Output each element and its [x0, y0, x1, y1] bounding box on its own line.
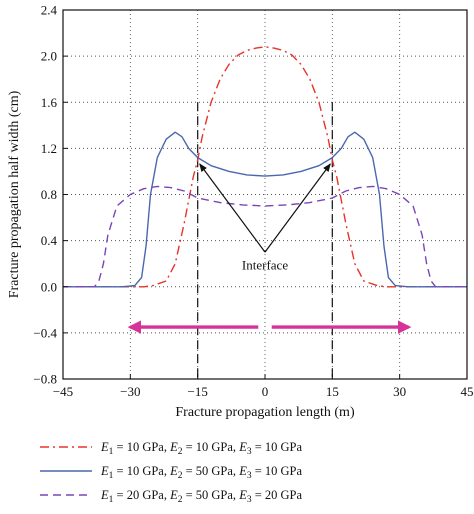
x-tick-label: 15	[326, 384, 339, 399]
y-tick-label: −0.4	[33, 325, 57, 340]
x-tick-label: 30	[393, 384, 406, 399]
interface-arrow-right	[264, 163, 331, 253]
y-tick-label: 1.2	[41, 141, 57, 156]
x-tick-label: −30	[120, 384, 140, 399]
series-group	[63, 46, 467, 288]
plot-frame	[62, 9, 468, 380]
tick-labels: −45 −30 −15 0 15 30 45 −0.8 −0.4 0.0 0.4 0.8 1.2 1.6 2…	[33, 3, 473, 400]
axis-labels: Fracture propagation length (m) Fracture …	[7, 90, 355, 420]
y-tick-label: 0.8	[41, 187, 57, 202]
interface-label: Interface	[242, 257, 288, 272]
x-tick-label: −15	[187, 384, 207, 399]
annotations: Interface	[127, 163, 412, 334]
series-line-2	[63, 131, 467, 288]
legend-label-2: E1 = 10 GPa, E2 = 50 GPa, E3 = 10 GPa	[100, 464, 302, 481]
x-tick-label: 45	[461, 384, 474, 399]
x-tick-label: 0	[262, 384, 269, 399]
legend: E1 = 10 GPa, E2 = 10 GPa, E3 = 10 GPa E1 …	[40, 440, 302, 505]
x-tick-label: −45	[53, 384, 73, 399]
y-axis-label: Fracture propagation half width (cm)	[7, 90, 22, 298]
y-tick-label: 2.4	[41, 3, 58, 18]
interface-lines	[197, 102, 333, 379]
x-axis-label: Fracture propagation length (m)	[175, 405, 355, 420]
legend-label-3: E1 = 20 GPa, E2 = 50 GPa, E3 = 20 GPa	[100, 488, 302, 505]
y-tick-label: 0.0	[41, 279, 57, 294]
grid	[62, 9, 468, 380]
y-tick-label: −0.8	[33, 372, 57, 387]
legend-label-1: E1 = 10 GPa, E2 = 10 GPa, E3 = 10 GPa	[100, 440, 302, 457]
series-line-3	[63, 185, 467, 288]
y-tick-label: 2.0	[41, 49, 57, 64]
y-tick-label: 1.6	[41, 95, 58, 110]
interface-arrow-left	[199, 163, 266, 253]
y-tick-label: 0.4	[41, 233, 58, 248]
